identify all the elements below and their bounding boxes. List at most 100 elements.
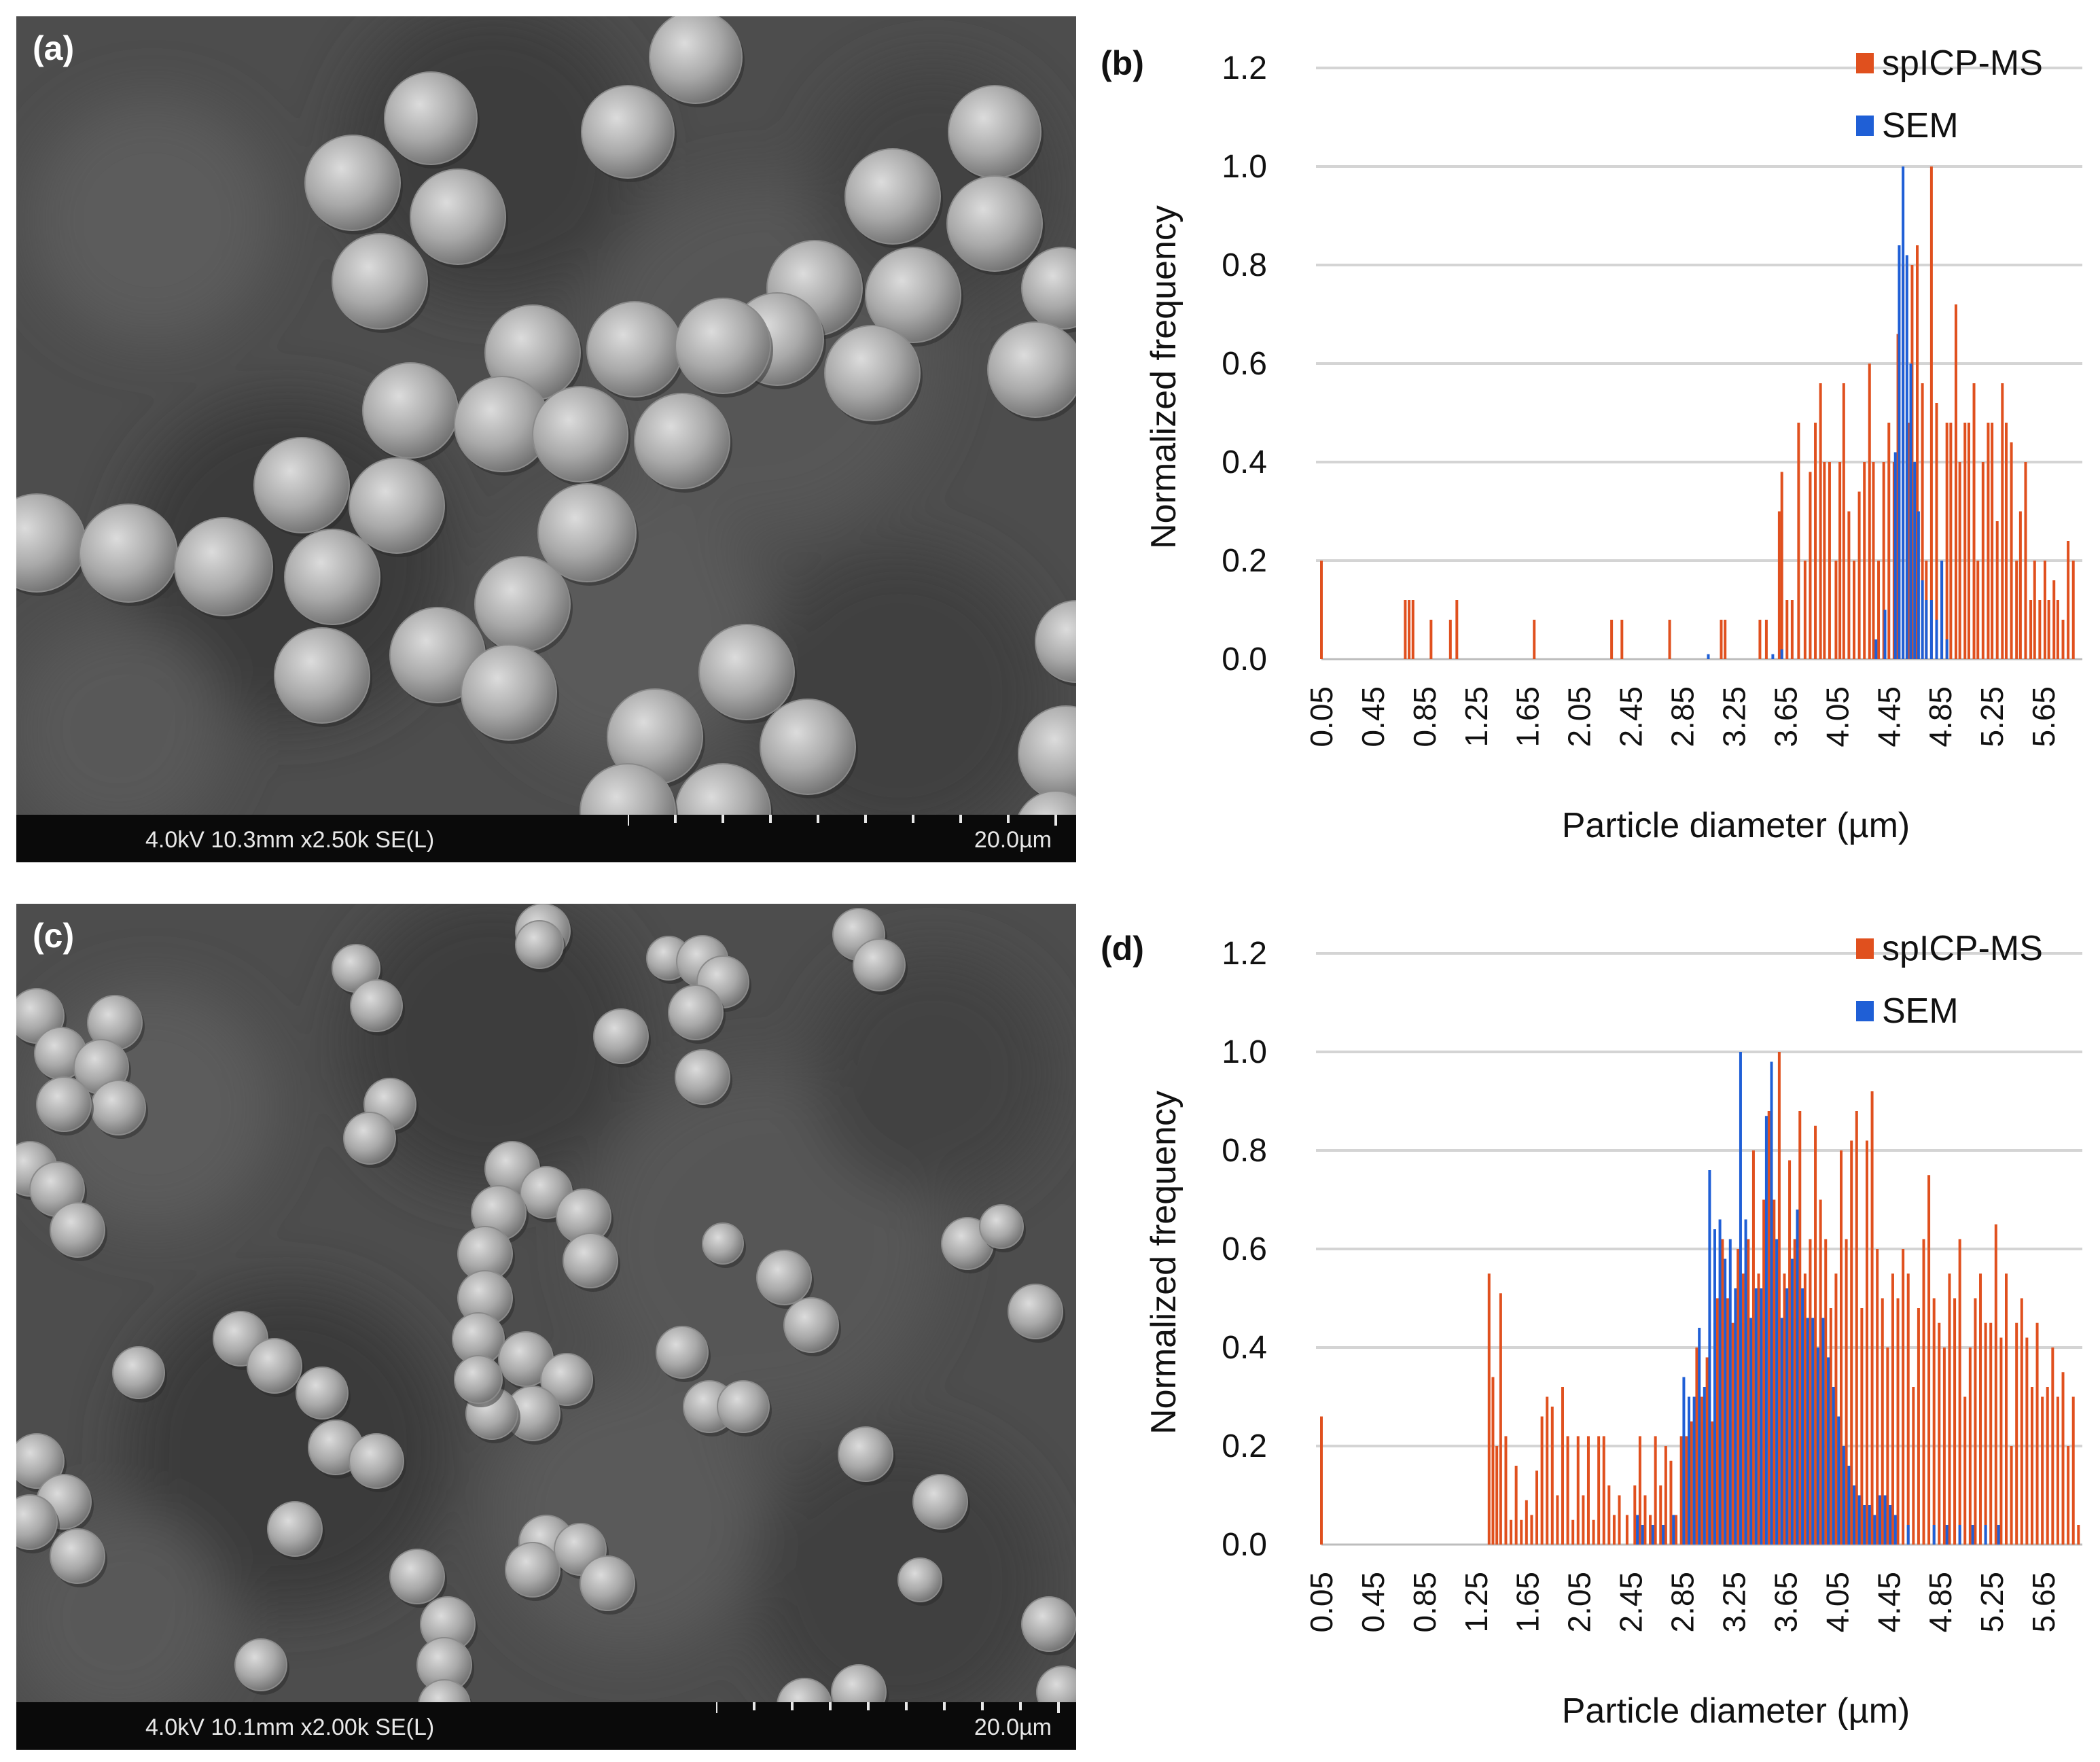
x-tick-label: 2.85: [1665, 686, 1701, 747]
bar: [1868, 364, 1871, 659]
bar: [1816, 1347, 1819, 1545]
particle: [838, 1426, 893, 1482]
particle: [50, 1528, 105, 1584]
bar: [1504, 1436, 1508, 1545]
bar: [1913, 462, 1917, 659]
sem-micrograph-a: [16, 16, 1076, 862]
bar: [1803, 561, 1807, 659]
scale-bar-label-a: 20.0µm: [974, 827, 1052, 853]
bar: [1556, 1495, 1559, 1545]
bar: [1847, 511, 1851, 659]
particle: [987, 321, 1076, 418]
x-tick-label: 4.45: [1871, 1572, 1906, 1633]
bar: [1906, 1525, 1910, 1545]
particle: [384, 71, 478, 165]
particle: [505, 1542, 560, 1598]
particle: [1008, 1284, 1063, 1339]
bar: [1984, 1322, 1987, 1545]
particle: [675, 298, 771, 394]
bar: [2077, 1525, 2080, 1545]
bar: [1546, 1396, 1549, 1545]
bar: [2005, 1273, 2008, 1545]
particle: [461, 644, 557, 741]
particle: [532, 386, 628, 482]
bar: [1764, 1116, 1768, 1545]
bar: [1906, 1273, 1910, 1545]
bar: [1672, 1515, 1675, 1545]
x-tick-label: 1.65: [1510, 686, 1546, 747]
particle: [296, 1367, 349, 1420]
bar: [1958, 1239, 1961, 1545]
bar: [1857, 1495, 1861, 1545]
sem-info-bar-a: 4.0kV 10.3mm x2.50k SE(L) 20.0µm: [16, 815, 1076, 862]
x-tick-label: 1.25: [1459, 1572, 1494, 1633]
bar: [1853, 1485, 1855, 1545]
x-tick-label: 5.25: [1974, 1572, 2010, 1633]
bar: [2046, 1387, 2049, 1545]
particle: [756, 1250, 812, 1305]
bar: [1829, 1308, 1832, 1545]
particle: [537, 483, 637, 582]
bar: [1540, 1416, 1544, 1545]
bar: [1638, 1436, 1641, 1545]
bar: [1643, 1495, 1647, 1545]
bar: [1953, 1298, 1957, 1545]
bar: [1767, 1111, 1770, 1545]
bar: [1535, 1470, 1539, 1545]
y-tick-label: 0.2: [1222, 543, 1267, 579]
particle: [349, 1433, 404, 1489]
particle: [174, 517, 273, 616]
bar: [1607, 1485, 1611, 1545]
x-tick-label: 4.05: [1819, 686, 1855, 747]
particle: [50, 1202, 105, 1258]
x-tick-label: 4.45: [1871, 686, 1906, 747]
bar: [1586, 1436, 1590, 1545]
bar: [1747, 1239, 1750, 1545]
bar: [1320, 1416, 1323, 1545]
bar: [1749, 1318, 1753, 1545]
bar: [1948, 1273, 1951, 1545]
particle: [247, 1338, 302, 1394]
bar: [1679, 1436, 1683, 1545]
bar: [1874, 639, 1878, 659]
bar: [1705, 1357, 1709, 1545]
bar: [1811, 1318, 1815, 1545]
bar: [1773, 1199, 1776, 1545]
bar: [1780, 649, 1783, 659]
bar: [2038, 600, 2042, 659]
particle: [253, 437, 350, 533]
bar: [1863, 462, 1866, 659]
bar: [1597, 1436, 1601, 1545]
bar: [1720, 620, 1723, 659]
bar: [1651, 1525, 1654, 1545]
bar: [2061, 620, 2065, 659]
legend-label: SEM: [1882, 106, 1959, 145]
bar: [1455, 600, 1459, 659]
panel-label: (b): [1101, 44, 1144, 82]
x-tick-label: 4.85: [1923, 686, 1958, 747]
bar: [1855, 1111, 1858, 1545]
x-tick-label: 5.65: [2026, 686, 2061, 747]
bar: [1873, 1515, 1876, 1545]
bar: [1636, 1515, 1639, 1545]
histogram-d-svg: 0.0 0.2 0.4 0.6 0.8 1.0 1.2 0.05 0.45 0.85 1.25 1.6…: [1101, 929, 2082, 1731]
particle: [410, 169, 506, 265]
bar: [1487, 1273, 1491, 1545]
bar: [2024, 462, 2027, 659]
bar: [1976, 561, 1980, 659]
particle: [948, 85, 1042, 179]
bar: [1878, 1495, 1881, 1545]
particle: [897, 1557, 942, 1602]
histogram-b-svg: 0.0 0.2 0.4 0.6 0.8 1.0 1.2 0.05 0.45 0.85 1.25 1.6…: [1101, 43, 2082, 845]
bar: [2071, 561, 2075, 659]
bar: [1793, 1239, 1796, 1545]
y-axis-title: Normalized frequency: [1144, 205, 1184, 549]
bar: [1721, 1239, 1724, 1545]
particle: [332, 233, 428, 330]
particle: [979, 1204, 1024, 1249]
bar: [1883, 1495, 1887, 1545]
y-tick-label: 0.2: [1222, 1428, 1267, 1464]
particle: [717, 1380, 770, 1433]
bar: [1703, 1387, 1706, 1545]
bar: [1411, 600, 1414, 659]
